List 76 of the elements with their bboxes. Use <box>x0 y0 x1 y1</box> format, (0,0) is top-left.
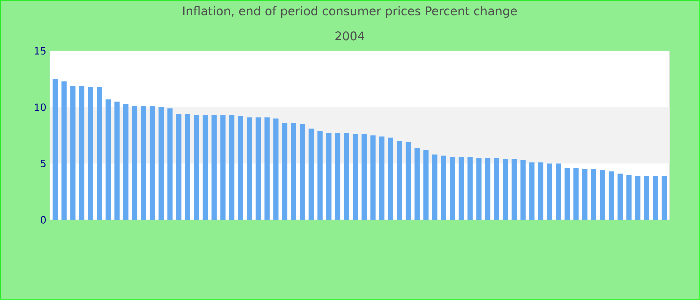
bar <box>494 158 500 220</box>
bar <box>450 156 456 220</box>
bar <box>52 79 58 220</box>
bar <box>318 131 323 220</box>
bar <box>432 154 438 220</box>
bar <box>326 133 332 220</box>
y-tick-label: 0 <box>40 216 46 224</box>
bar <box>635 176 641 220</box>
bar <box>194 115 200 220</box>
bar <box>591 169 597 220</box>
bar <box>158 107 164 220</box>
bar <box>114 102 120 220</box>
bar <box>220 115 226 220</box>
bar <box>662 176 668 220</box>
chart-title: Inflation, end of period consumer prices Percent change <box>184 6 518 18</box>
bar <box>414 148 420 220</box>
y-tick-label: 10 <box>35 104 46 112</box>
bar <box>150 106 156 220</box>
bar <box>247 117 252 220</box>
bar <box>256 117 262 220</box>
bar <box>300 124 306 220</box>
bar <box>608 172 614 220</box>
bar <box>335 133 341 220</box>
bar <box>441 156 446 220</box>
bar <box>264 117 270 220</box>
y-tick-label: 15 <box>35 47 46 55</box>
bar <box>362 134 368 220</box>
bar <box>212 115 217 220</box>
bar <box>352 134 358 220</box>
bar <box>185 114 190 220</box>
chart-subtitle: 2004 <box>336 32 365 41</box>
bar <box>70 86 76 220</box>
bar <box>229 115 235 220</box>
bar <box>123 104 129 220</box>
bar <box>512 159 518 220</box>
bar <box>503 159 508 220</box>
bar <box>238 116 244 220</box>
bar <box>644 176 650 220</box>
bar <box>97 87 102 220</box>
bar <box>458 156 464 220</box>
bar <box>626 174 632 220</box>
bar <box>132 106 138 220</box>
bar <box>530 162 535 220</box>
bar <box>485 158 491 220</box>
bar <box>424 150 429 220</box>
bar <box>202 115 208 220</box>
bar <box>582 169 588 220</box>
bar <box>600 170 606 220</box>
bar <box>547 164 552 220</box>
bar <box>520 160 526 220</box>
bar <box>574 168 579 220</box>
bar <box>618 174 623 220</box>
bar <box>476 158 482 220</box>
bar <box>62 81 67 220</box>
bar <box>176 114 182 220</box>
bar <box>397 141 402 220</box>
bar <box>564 168 570 220</box>
bar <box>291 123 296 220</box>
bar <box>370 136 376 220</box>
bar <box>388 138 394 220</box>
bar <box>168 108 173 220</box>
bar <box>274 118 279 220</box>
bar <box>141 106 146 220</box>
bar <box>406 142 412 220</box>
bar <box>106 99 112 220</box>
bar <box>556 164 562 220</box>
bar <box>653 176 658 220</box>
bar <box>79 86 85 220</box>
bar <box>282 123 288 220</box>
bar <box>538 162 544 220</box>
bar <box>468 156 473 220</box>
bar <box>344 133 350 220</box>
bar <box>308 128 314 220</box>
bar <box>379 136 385 220</box>
bar <box>88 87 94 220</box>
y-tick-label: 5 <box>41 160 46 168</box>
